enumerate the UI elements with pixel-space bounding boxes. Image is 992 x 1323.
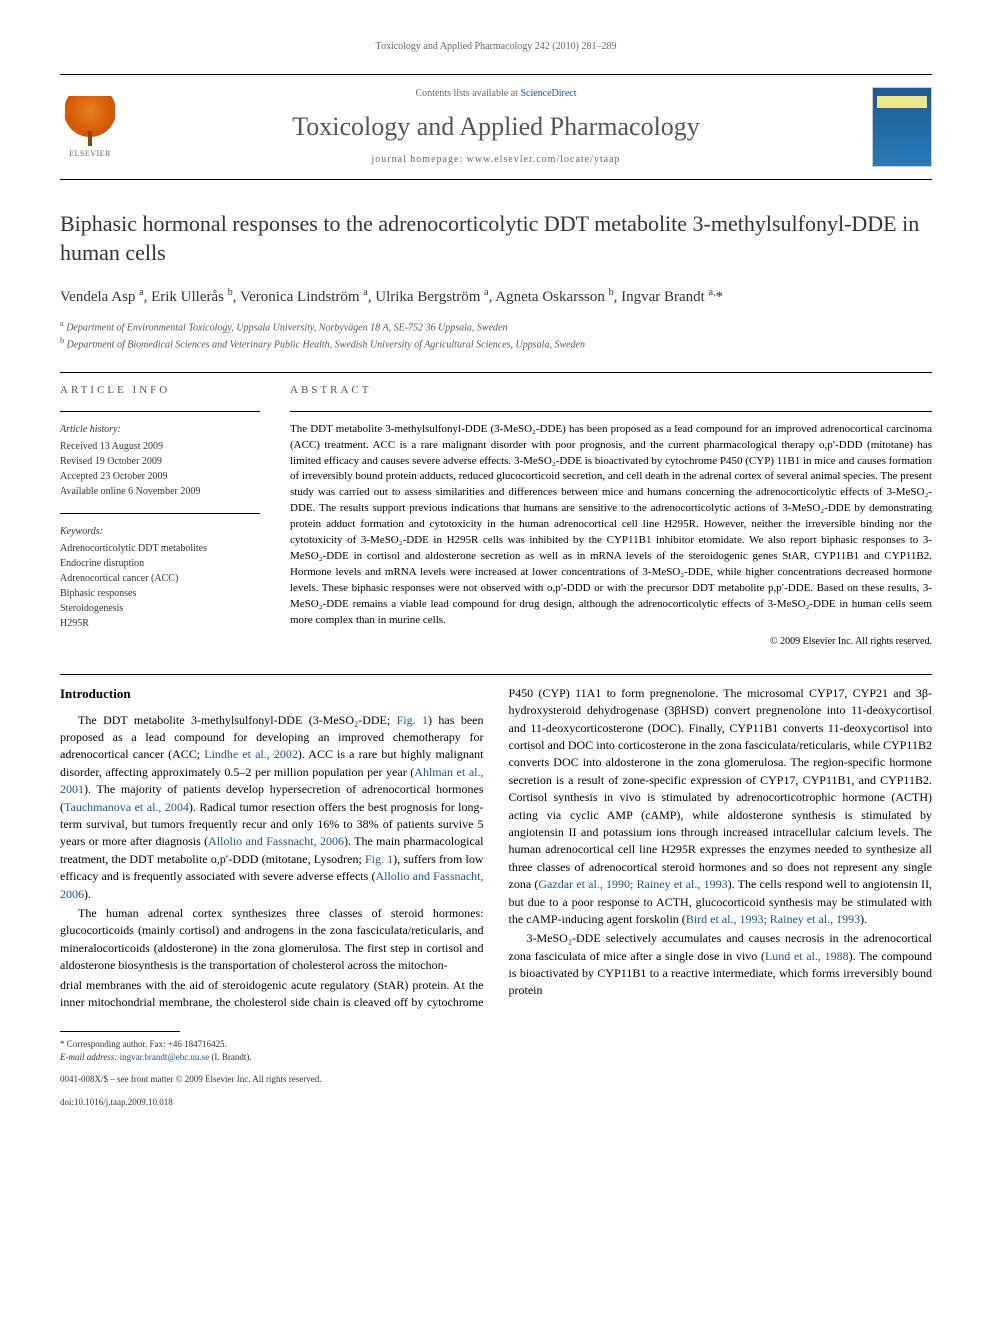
publisher-name: ELSEVIER	[69, 148, 111, 159]
abstract-label: abstract	[290, 383, 932, 398]
affiliations: a Department of Environmental Toxicology…	[60, 318, 932, 353]
article-title: Biphasic hormonal responses to the adren…	[60, 210, 932, 267]
citation-link[interactable]: Lund et al., 1988	[765, 949, 849, 963]
elsevier-tree-icon	[65, 96, 115, 146]
email-suffix: (I. Brandt).	[209, 1052, 252, 1062]
authors-list: Vendela Asp a, Erik Ullerås b, Veronica …	[60, 286, 932, 308]
info-abstract-row: article info Article history: Received 1…	[60, 383, 932, 649]
received-date: Received 13 August 2009	[60, 439, 260, 454]
abstract-copyright: © 2009 Elsevier Inc. All rights reserved…	[290, 635, 932, 649]
corresponding-fax: * Corresponding author. Fax: +46 1847164…	[60, 1038, 932, 1051]
homepage-prefix: journal homepage:	[371, 154, 466, 165]
running-header: Toxicology and Applied Pharmacology 242 …	[60, 40, 932, 54]
keyword: H295R	[60, 616, 260, 631]
corresponding-email-line: E-mail address: ingvar.brandt@ebc.uu.se …	[60, 1051, 932, 1064]
revised-date: Revised 19 October 2009	[60, 454, 260, 469]
affiliation-a: a Department of Environmental Toxicology…	[60, 318, 932, 335]
body-paragraph: 3-MeSO₂-DDE selectively accumulates and …	[509, 930, 933, 1000]
journal-title: Toxicology and Applied Pharmacology	[135, 109, 857, 145]
body-paragraph: The human adrenal cortex synthesizes thr…	[60, 905, 484, 975]
footnote-separator	[60, 1031, 180, 1032]
doi-line: doi:10.1016/j.taap.2009.10.018	[60, 1096, 932, 1109]
figure-link[interactable]: Fig. 1	[397, 713, 428, 727]
publisher-logo: ELSEVIER	[60, 92, 120, 162]
front-matter-line: 0041-008X/$ – see front matter © 2009 El…	[60, 1073, 932, 1086]
contents-prefix: Contents lists available at	[415, 88, 520, 99]
figure-link[interactable]: Fig. 1	[365, 852, 393, 866]
affiliation-b-text: Department of Biomedical Sciences and Ve…	[67, 339, 585, 350]
keyword: Adrenocorticolytic DDT metabolites	[60, 541, 260, 556]
email-link[interactable]: ingvar.brandt@ebc.uu.se	[120, 1052, 210, 1062]
citation-link[interactable]: Tauchmanova et al., 2004	[64, 800, 189, 814]
journal-cover-thumbnail	[872, 87, 932, 167]
divider	[290, 411, 932, 412]
article-history-block: Article history: Received 13 August 2009…	[60, 422, 260, 499]
homepage-url: www.elsevier.com/locate/ytaap	[467, 154, 621, 165]
affiliation-b: b Department of Biomedical Sciences and …	[60, 335, 932, 352]
body-text-span: ).	[84, 887, 91, 901]
body-text: Introduction The DDT metabolite 3-methyl…	[60, 685, 932, 1011]
keyword: Endocrine disruption	[60, 556, 260, 571]
abstract-text: The DDT metabolite 3-methylsulfonyl-DDE …	[290, 422, 932, 629]
divider	[60, 513, 260, 514]
body-text-span: ).	[860, 912, 867, 926]
divider	[60, 372, 932, 373]
email-label: E-mail address:	[60, 1052, 120, 1062]
sciencedirect-link[interactable]: ScienceDirect	[520, 88, 576, 99]
corresponding-author-footnote: * Corresponding author. Fax: +46 1847164…	[60, 1038, 932, 1063]
citation-link[interactable]: Allolio and Fassnacht, 2006	[208, 834, 344, 848]
article-info-column: article info Article history: Received 1…	[60, 383, 260, 649]
banner-center: Contents lists available at ScienceDirec…	[135, 87, 857, 167]
keywords-block: Keywords: Adrenocorticolytic DDT metabol…	[60, 524, 260, 631]
online-date: Available online 6 November 2009	[60, 484, 260, 499]
affiliation-a-text: Department of Environmental Toxicology, …	[66, 322, 507, 333]
keywords-label: Keywords:	[60, 524, 260, 539]
divider	[60, 411, 260, 412]
citation-link[interactable]: Bird et al., 1993; Rainey et al., 1993	[686, 912, 860, 926]
introduction-heading: Introduction	[60, 685, 484, 704]
accepted-date: Accepted 23 October 2009	[60, 469, 260, 484]
citation-link[interactable]: Gazdar et al., 1990; Rainey et al., 1993	[538, 877, 727, 891]
body-text-span: The DDT metabolite 3-methylsulfonyl-DDE …	[78, 713, 397, 727]
article-info-label: article info	[60, 383, 260, 398]
citation-link[interactable]: Lindhe et al., 2002	[204, 747, 298, 761]
keyword: Adrenocortical cancer (ACC)	[60, 571, 260, 586]
journal-banner: ELSEVIER Contents lists available at Sci…	[60, 74, 932, 180]
history-label: Article history:	[60, 422, 260, 437]
body-paragraph: The DDT metabolite 3-methylsulfonyl-DDE …	[60, 712, 484, 903]
keyword: Biphasic responses	[60, 586, 260, 601]
keyword: Steroidogenesis	[60, 601, 260, 616]
abstract-column: abstract The DDT metabolite 3-methylsulf…	[290, 383, 932, 649]
contents-available-line: Contents lists available at ScienceDirec…	[135, 87, 857, 101]
homepage-line: journal homepage: www.elsevier.com/locat…	[135, 153, 857, 167]
divider	[60, 674, 932, 675]
